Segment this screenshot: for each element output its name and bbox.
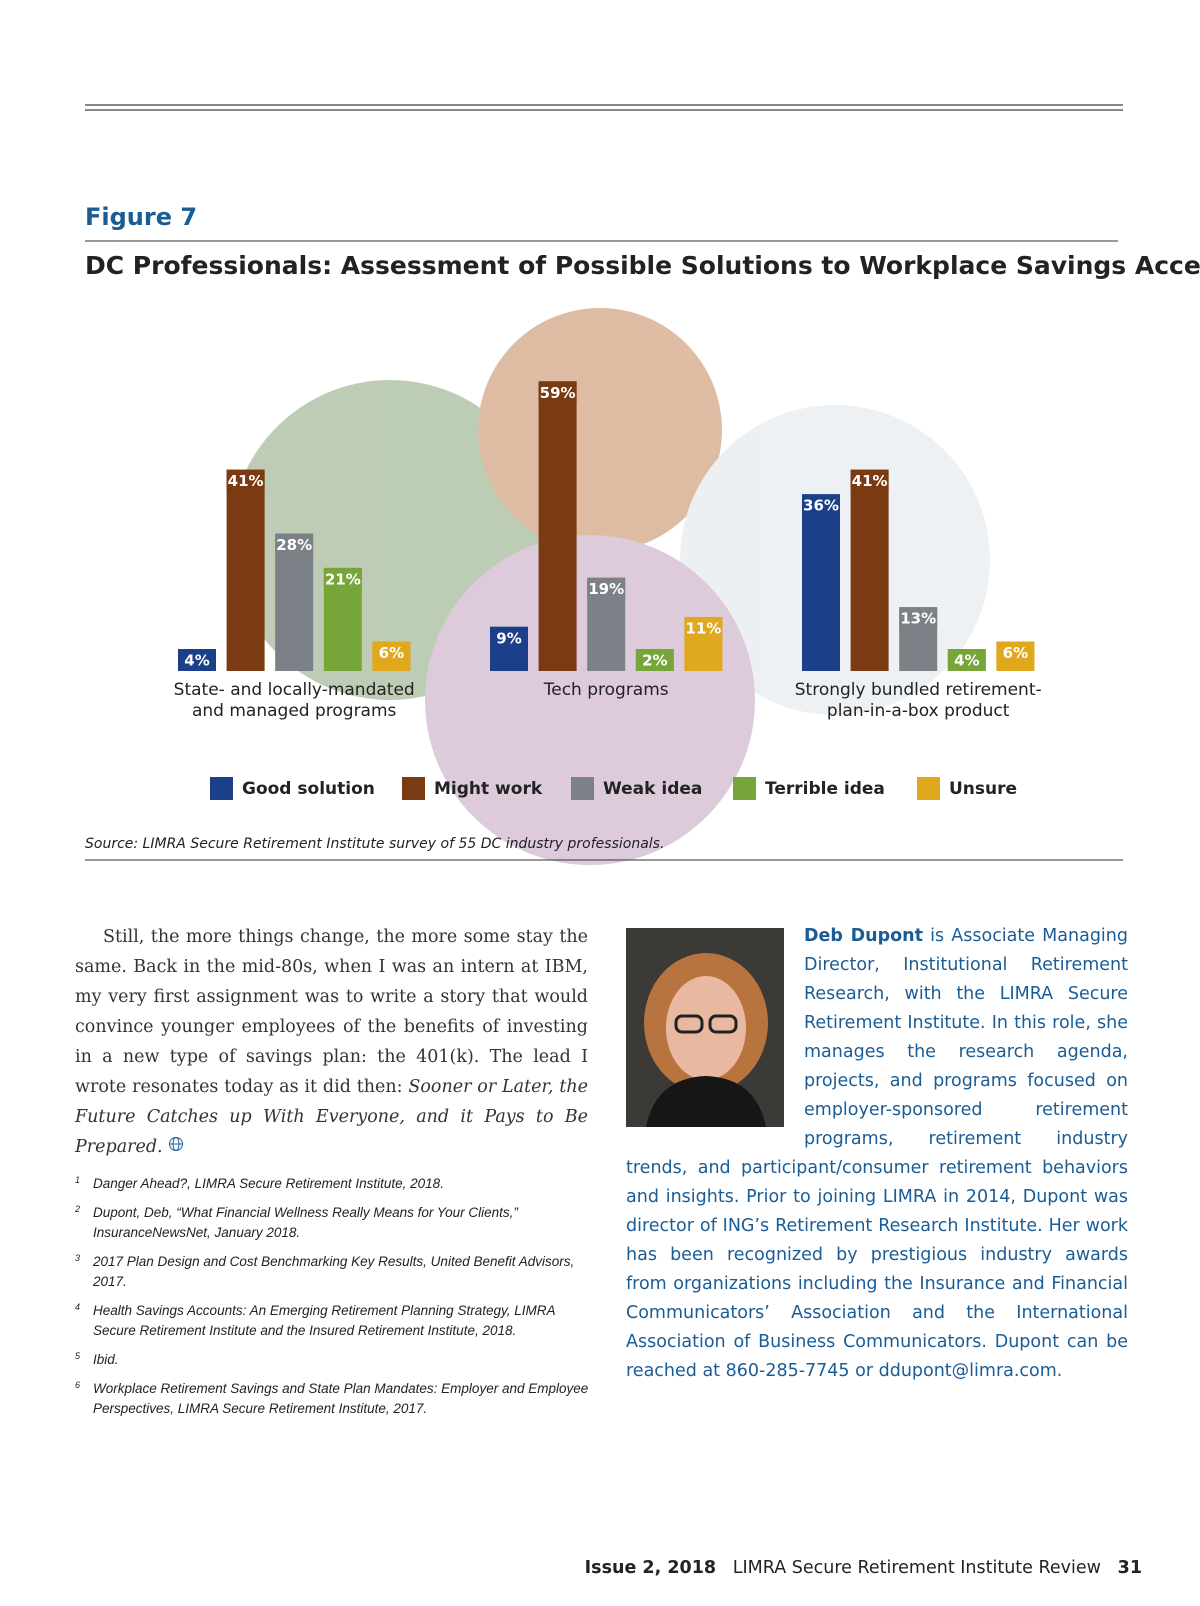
footer: Issue 2, 2018 LIMRA Secure Retirement In… — [585, 1558, 1142, 1578]
category-label: State- and locally-mandated and managed … — [173, 680, 415, 721]
legend-label: Terrible idea — [765, 779, 885, 799]
legend-swatch — [571, 777, 594, 800]
footnotes: 1 Danger Ahead?, LIMRA Secure Retirement … — [75, 1174, 595, 1428]
author-photo — [626, 928, 784, 1127]
page-number: 31 — [1117, 1558, 1142, 1578]
figure: Figure 7 DC Professionals: Assessment of… — [85, 104, 1200, 865]
quote: Sooner or Later, the Future Catches up W… — [75, 1077, 588, 1157]
bar — [538, 381, 577, 671]
globe-icon — [169, 1137, 184, 1151]
bar — [226, 469, 265, 671]
bar — [275, 533, 314, 671]
value-label: 36% — [803, 497, 839, 515]
value-label-box — [275, 533, 314, 556]
bio-text: is Associate Managing Director, Institut… — [626, 926, 1128, 1381]
footnote-number: 2 — [75, 1204, 81, 1214]
value-label-box — [538, 381, 577, 404]
footnote: 3 2017 Plan Design and Cost Benchmarking … — [75, 1252, 595, 1292]
category-label: Strongly bundled retirement-plan-in-a-bo… — [794, 680, 1042, 721]
footnote-text: Workplace Retirement Savings and State P… — [93, 1381, 589, 1416]
author-bio: Deb Dupont is Associate Managing Directo… — [626, 922, 1128, 1386]
legend-label: Good solution — [242, 779, 375, 799]
value-label-box — [323, 567, 362, 590]
legend-label: Weak idea — [603, 779, 702, 799]
publication: LIMRA Secure Retirement Institute Review — [732, 1558, 1101, 1578]
footnote: 4 Health Savings Accounts: An Emerging Re… — [75, 1301, 595, 1341]
figure-label: Figure 7 — [85, 203, 197, 231]
footnote: 2 Dupont, Deb, “What Financial Wellness R… — [75, 1203, 595, 1243]
value-label: 21% — [325, 570, 361, 588]
value-label: 4% — [954, 652, 979, 670]
footnote-text: Ibid. — [93, 1352, 119, 1367]
value-label: 28% — [276, 536, 312, 554]
author-name: Deb Dupont — [804, 926, 923, 946]
value-label: 59% — [540, 384, 576, 402]
value-label: 19% — [588, 580, 624, 598]
legend-swatch — [402, 777, 425, 800]
value-label-box — [587, 577, 626, 600]
chart-title: DC Professionals: Assessment of Possible… — [85, 251, 1200, 280]
issue: Issue 2, 2018 — [584, 1558, 717, 1578]
footnote-number: 4 — [75, 1302, 81, 1312]
value-label-box — [372, 641, 411, 664]
source: Source: LIMRA Secure Retirement Institut… — [85, 836, 664, 852]
category-label: Tech programs — [543, 680, 669, 700]
paragraph: Still, the more things change, the more … — [75, 927, 588, 1097]
value-label: 6% — [379, 644, 404, 662]
value-label-box — [802, 494, 840, 517]
footnote-number: 6 — [75, 1380, 81, 1390]
footnote: 1 Danger Ahead?, LIMRA Secure Retirement … — [75, 1174, 595, 1194]
value-label-box — [850, 469, 889, 492]
footnote-number: 1 — [75, 1175, 81, 1185]
value-label-box — [947, 649, 986, 671]
legend-label: Unsure — [949, 779, 1017, 799]
value-label-box — [635, 649, 674, 671]
value-label: 9% — [496, 629, 521, 647]
value-label-box — [899, 607, 938, 630]
value-label: 6% — [1003, 644, 1028, 662]
value-label: 4% — [184, 652, 209, 670]
footnote-text: Health Savings Accounts: An Emerging Ret… — [93, 1303, 555, 1338]
value-label: 41% — [228, 472, 264, 490]
value-label: 11% — [685, 619, 721, 637]
footnote-text: Danger Ahead?, LIMRA Secure Retirement I… — [93, 1176, 444, 1191]
body-text: Still, the more things change, the more … — [75, 922, 588, 1162]
value-label: 13% — [900, 610, 936, 628]
footnote-number: 3 — [75, 1253, 81, 1263]
footnote: 5 Ibid. — [75, 1350, 595, 1370]
value-label: 41% — [852, 472, 888, 490]
footnote-number: 5 — [75, 1351, 81, 1361]
footnote: 6 Workplace Retirement Savings and State … — [75, 1379, 595, 1419]
value-label-box — [490, 626, 528, 649]
bar — [850, 469, 889, 671]
legend-swatch — [733, 777, 756, 800]
value-label-box — [684, 616, 723, 639]
bar — [802, 494, 840, 671]
value-label-box — [226, 469, 265, 492]
legend-swatch — [210, 777, 233, 800]
footnote-text: 2017 Plan Design and Cost Benchmarking K… — [93, 1254, 575, 1289]
value-label-box — [996, 641, 1035, 664]
value-label-box — [178, 649, 216, 671]
legend-label: Might work — [434, 779, 543, 799]
value-label: 2% — [642, 652, 667, 670]
legend-swatch — [917, 777, 940, 800]
footnote-text: Dupont, Deb, “What Financial Wellness Re… — [93, 1205, 518, 1240]
